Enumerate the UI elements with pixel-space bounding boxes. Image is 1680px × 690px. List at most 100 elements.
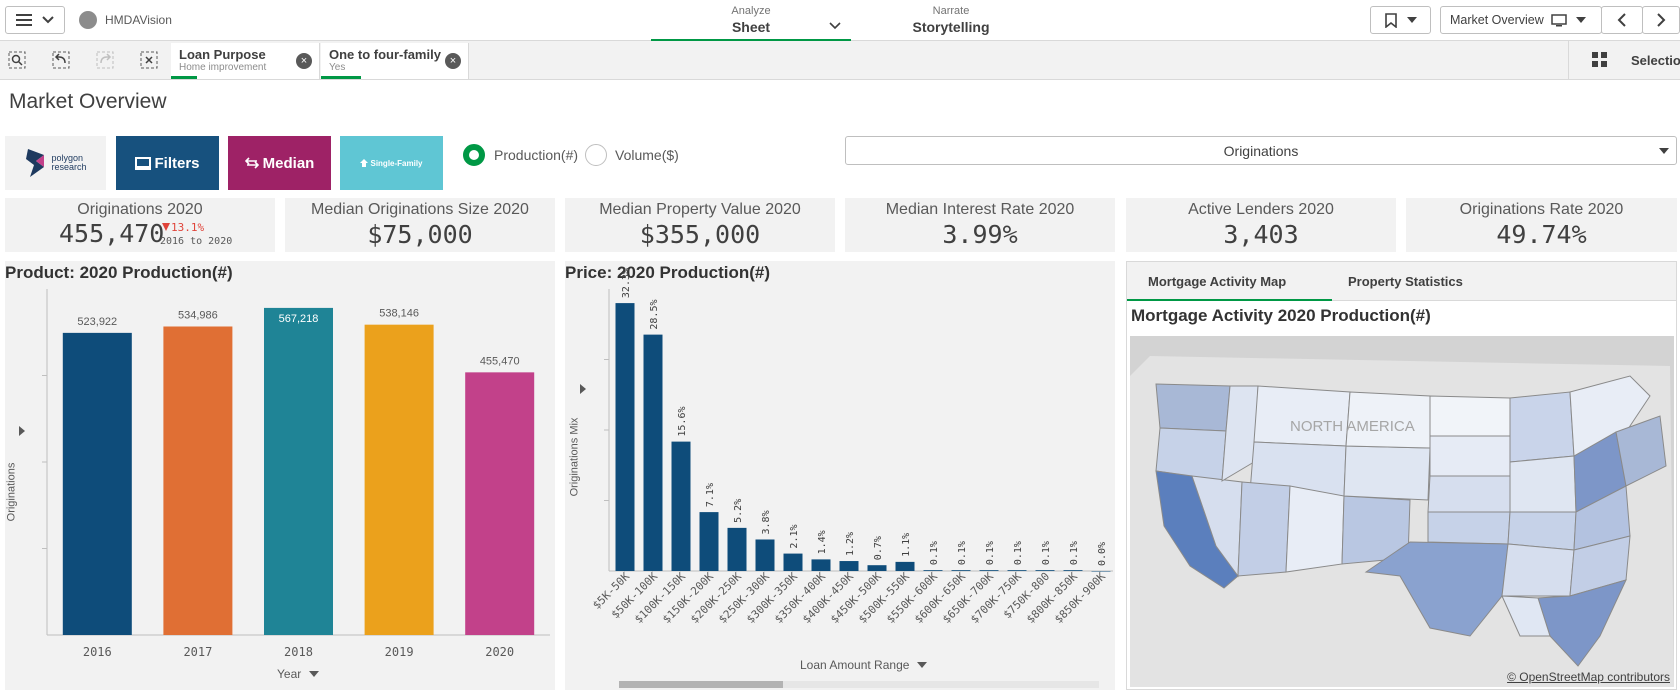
map-region	[1615, 415, 1667, 487]
kpi-value: 49.74%	[1496, 220, 1587, 249]
chevron-right-icon	[1657, 13, 1666, 27]
selections-tool-button[interactable]: Selections	[1568, 41, 1680, 79]
bar-$550K-600K[interactable]	[923, 570, 943, 571]
hamburger-icon	[16, 14, 32, 26]
production-radio[interactable]	[463, 144, 485, 166]
bookmark-icon	[1384, 12, 1397, 28]
tab-narrate-label: Narrate	[932, 5, 970, 17]
x-axis-label: Loan Amount Range	[800, 658, 910, 672]
x-tick-label: 2018	[284, 645, 313, 659]
close-icon[interactable]: ×	[445, 53, 461, 69]
kpi-originations-rate: Originations Rate 2020 49.74%	[1406, 198, 1677, 252]
median-button-label: Median	[262, 154, 315, 172]
measure-dropdown[interactable]: Originations	[845, 136, 1677, 165]
x-axis-year-dropdown[interactable]: Year	[277, 667, 320, 681]
volume-radio[interactable]	[585, 144, 607, 166]
close-icon[interactable]: ×	[296, 53, 312, 69]
kpi-originations: Originations 2020 455,470 13.1% 2016 to …	[5, 198, 275, 252]
scrollbar-thumb[interactable]	[619, 681, 783, 688]
selection-chip-loan-purpose[interactable]: Loan Purpose Home improvement ×	[171, 43, 320, 79]
bar-$300K-350K[interactable]	[783, 553, 803, 571]
kpi-label: Active Lenders 2020	[1188, 201, 1334, 218]
map-tabs: Mortgage Activity Map Property Statistic…	[1127, 262, 1676, 301]
bar-2016[interactable]	[62, 332, 132, 635]
bar-value-label: 1.2%	[845, 532, 856, 556]
y-axis-dropdown[interactable]: Originations Mix	[568, 381, 591, 501]
bar-2019[interactable]	[364, 324, 434, 635]
bar-$700K-750K[interactable]	[1007, 570, 1027, 571]
bar-$500K-550K[interactable]	[895, 561, 915, 571]
map-region	[1429, 435, 1511, 477]
kpi-label: Originations Rate 2020	[1459, 201, 1624, 218]
y-axis-label: Originations	[5, 462, 18, 522]
map-area[interactable]: NORTH AMERICA © OpenStreetMap contributo…	[1130, 336, 1674, 687]
y-axis-label: Originations Mix	[568, 417, 581, 497]
map-region	[1509, 391, 1575, 463]
map-attribution[interactable]: © OpenStreetMap contributors	[1507, 670, 1670, 684]
bar-$350K-400K[interactable]	[811, 559, 831, 571]
step-forward-icon	[96, 51, 114, 69]
caret-right-icon	[580, 384, 586, 394]
bar-$200K-250K[interactable]	[727, 527, 747, 571]
selections-label: Selections	[1631, 53, 1680, 68]
bookmark-button[interactable]	[1370, 6, 1431, 34]
step-back-button[interactable]	[50, 49, 72, 71]
tab-property-statistics[interactable]: Property Statistics	[1332, 262, 1512, 301]
bar-value-label: 455,470	[480, 355, 520, 367]
price-bar-chart: 32.3%$5K-50K28.5%$50K-100K15.6%$100K-150…	[590, 268, 1113, 626]
bar-$50K-100K[interactable]	[643, 334, 663, 571]
tab-mortgage-activity-map[interactable]: Mortgage Activity Map	[1127, 262, 1332, 301]
tab-label: Property Statistics	[1348, 274, 1463, 289]
horizontal-scrollbar[interactable]	[619, 681, 1099, 688]
bar-$650K-700K[interactable]	[979, 570, 999, 571]
logo-text-line1: polygon	[51, 153, 84, 163]
selection-value: Yes	[329, 62, 346, 73]
bar-$800K-850K[interactable]	[1063, 570, 1083, 571]
filters-button[interactable]: Filters	[116, 136, 219, 190]
bar-$5K-50K[interactable]	[615, 303, 635, 571]
selection-field: One to four-family	[329, 47, 441, 62]
bar-value-label: 1.4%	[817, 530, 828, 554]
map-region	[1501, 543, 1575, 597]
bar-$850K-900K[interactable]	[1091, 571, 1111, 572]
sheet-selector[interactable]: Market Overview	[1440, 6, 1602, 34]
bar-$750K-800[interactable]	[1035, 570, 1055, 571]
price-chart-panel: Price: 2020 Production(#) 32.3% $5K-50K 28…	[565, 261, 1115, 690]
selection-chip-one-to-four-family[interactable]: One to four-family Yes ×	[321, 43, 469, 79]
next-sheet-button[interactable]	[1642, 6, 1680, 34]
bar-$400K-450K[interactable]	[839, 561, 859, 571]
tab-analyze[interactable]: Analyze Sheet	[651, 0, 851, 41]
smart-search-button[interactable]	[6, 49, 28, 71]
bar-value-label: 15.6%	[677, 407, 688, 437]
map-region	[1429, 395, 1511, 437]
bar-value-label: 32.3%	[621, 268, 632, 298]
bar-2020[interactable]	[465, 372, 535, 635]
clear-all-button[interactable]	[138, 49, 160, 71]
step-forward-button[interactable]	[94, 49, 116, 71]
tab-narrate[interactable]: Narrate Storytelling	[851, 0, 1051, 41]
median-button[interactable]: Median	[228, 136, 331, 190]
bar-$250K-300K[interactable]	[755, 539, 775, 571]
map-region	[1507, 511, 1577, 551]
bar-value-label: 0.1%	[985, 541, 996, 565]
clear-selections-icon	[140, 51, 158, 69]
bar-2018[interactable]	[264, 307, 333, 635]
kpi-value: 3.99%	[942, 220, 1018, 249]
map-region	[1155, 383, 1231, 432]
bar-2017[interactable]	[163, 326, 233, 635]
previous-sheet-button[interactable]	[1601, 6, 1643, 34]
y-axis-dropdown[interactable]: Originations	[5, 426, 30, 536]
menu-button[interactable]	[5, 6, 65, 34]
bar-$100K-150K[interactable]	[671, 441, 691, 571]
bar-$150K-200K[interactable]	[699, 512, 719, 571]
app-icon	[79, 11, 97, 29]
x-axis-loan-range-dropdown[interactable]: Loan Amount Range	[800, 658, 928, 672]
price-chart-title: Price: 2020 Production(#)	[565, 263, 771, 282]
us-choropleth-map: NORTH AMERICA	[1130, 336, 1674, 687]
bar-$450K-500K[interactable]	[867, 565, 887, 571]
grid-icon	[1592, 52, 1607, 67]
selections-bar: Loan Purpose Home improvement × One to f…	[0, 41, 1680, 80]
tab-narrate-value: Storytelling	[912, 19, 990, 35]
single-family-button[interactable]: Single-Family	[340, 136, 443, 190]
bar-$600K-650K[interactable]	[951, 570, 971, 571]
